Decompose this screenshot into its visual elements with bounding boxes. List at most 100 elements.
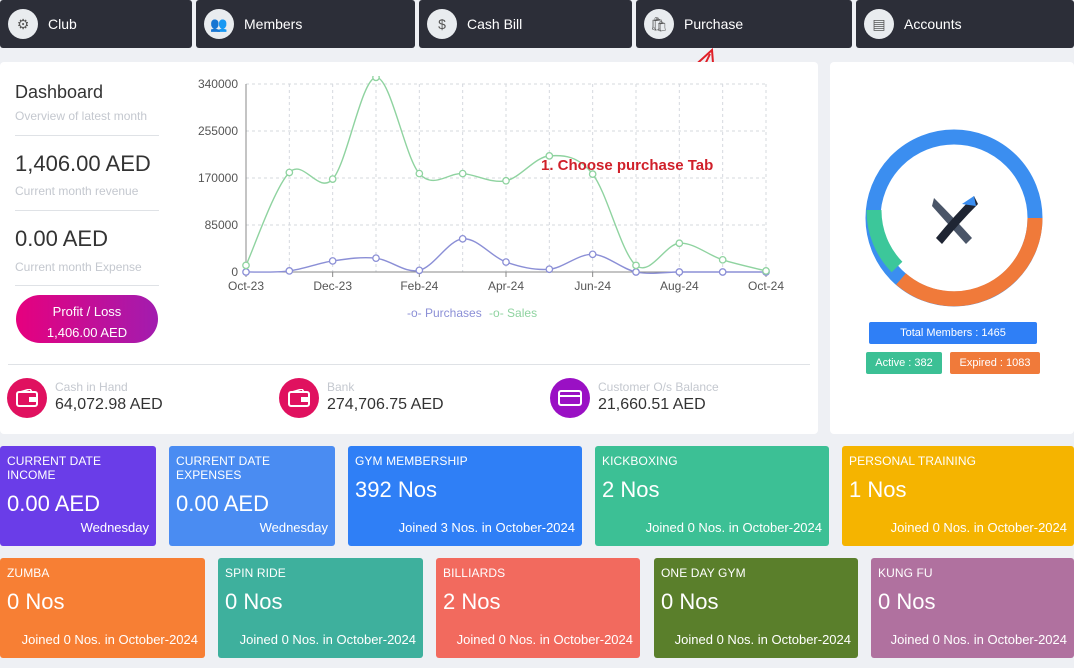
profit-loss-button[interactable]: Profit / Loss 1,406.00 AED (16, 295, 158, 343)
card-value: 1 Nos (849, 477, 907, 502)
annotation-text: 1. Choose purchase Tab (541, 157, 714, 174)
card-title: BILLIARDS (443, 566, 506, 580)
dashboard-panel (0, 62, 818, 434)
profit-loss-value: 1,406.00 AED (46, 325, 128, 340)
sales-purchases-chart: 0 85000 170000 255000 340000 Oct-23 Dec-23 Feb-… (198, 76, 784, 293)
data-point-purchases (372, 254, 380, 263)
card-value: 0 Nos (7, 589, 65, 614)
y-tick-label: 255000 (198, 124, 238, 138)
tab-accounts-label: Accounts (904, 16, 962, 32)
tab-accounts[interactable]: ▤ Accounts (856, 0, 1074, 48)
expired-members-badge[interactable]: Expired : 1083 (950, 352, 1040, 374)
card-zumba[interactable]: ZUMBA 0 Nos Joined 0 Nos. in October-202… (0, 558, 205, 658)
card-value: 0 Nos (878, 589, 936, 614)
divider (15, 285, 159, 286)
card-gym-membership[interactable]: GYM MEMBERSHIP 392 Nos Joined 3 Nos. in … (348, 446, 582, 546)
x-tick-label: Oct-24 (748, 279, 784, 293)
legend-sales-label: Sales (507, 306, 538, 320)
card-sub: Joined 0 Nos. in October-2024 (21, 632, 198, 647)
tab-cash-bill[interactable]: $ Cash Bill (419, 0, 632, 48)
tab-club-label: Club (48, 16, 77, 32)
data-point-purchases (718, 268, 727, 276)
top-nav: ⚙ Club 👥 Members $ Cash Bill 🛍 Purchase … (0, 0, 1074, 48)
series-line-sales (245, 76, 767, 272)
dashboard-subtitle: Overview of latest month (15, 109, 148, 123)
card-title: KICKBOXING (602, 454, 678, 468)
bank-balance: Bank 274,706.75 AED (279, 376, 444, 420)
active-members-badge[interactable]: Active : 382 (866, 352, 942, 374)
data-point-sales (545, 152, 554, 160)
card-title: PERSONAL TRAINING (849, 454, 977, 468)
customer-balance-label: Customer O/s Balance (598, 380, 719, 394)
dashboard-title: Dashboard (15, 82, 104, 102)
tab-members[interactable]: 👥 Members (196, 0, 415, 48)
data-point-purchases (285, 267, 294, 275)
data-point-sales (285, 168, 294, 177)
members-icon: 👥 (204, 9, 234, 39)
data-point-sales (458, 169, 467, 178)
card-title: KUNG FU (878, 566, 933, 580)
donut-expired-segment (896, 217, 1043, 307)
card-current-date-income[interactable]: CURRENT DATE INCOME 0.00 AED Wednesday (0, 446, 156, 546)
legend-purchases[interactable]: -o- Purchases (407, 306, 482, 320)
tab-purchase[interactable]: 🛍 Purchase (636, 0, 852, 48)
tab-club[interactable]: ⚙ Club (0, 0, 192, 48)
card-title: SPIN RIDE (225, 566, 286, 580)
legend-sales[interactable]: -o- Sales (489, 306, 538, 320)
cash-bill-icon: $ (427, 9, 457, 39)
card-sub: Joined 0 Nos. in October-2024 (674, 632, 851, 647)
panel-divider (8, 364, 810, 365)
revenue-value: 1,406.00 AED (15, 151, 151, 176)
wallet-icon (279, 378, 319, 418)
card-spin-ride[interactable]: SPIN RIDE 0 Nos Joined 0 Nos. in October… (218, 558, 423, 658)
card-title: ZUMBA (7, 566, 50, 580)
card-current-date-expenses[interactable]: CURRENT DATE EXPENSES 0.00 AED Wednesday (169, 446, 335, 546)
x-tick-label: Feb-24 (400, 279, 438, 293)
card-value: 2 Nos (602, 477, 660, 502)
card-title: CURRENT DATE EXPENSES (176, 454, 271, 482)
card-personal-training[interactable]: PERSONAL TRAINING 1 Nos Joined 0 Nos. in… (842, 446, 1074, 546)
revenue-label: Current month revenue (15, 184, 139, 198)
members-donut (865, 129, 1043, 307)
card-value: 0 Nos (225, 589, 283, 614)
profit-loss-label: Profit / Loss (52, 304, 122, 319)
data-point-sales (328, 175, 337, 183)
donut-active-segment (866, 209, 903, 273)
card-kung-fu[interactable]: KUNG FU 0 Nos Joined 0 Nos. in October-2… (871, 558, 1074, 658)
card-value: 0.00 AED (7, 491, 100, 516)
tab-purchase-label: Purchase (684, 16, 744, 32)
legend-purchases-label: Purchases (425, 306, 482, 320)
card-title: GYM MEMBERSHIP (355, 454, 468, 468)
accounts-icon: ▤ (864, 9, 894, 39)
card-icon (550, 378, 590, 418)
card-one-day-gym[interactable]: ONE DAY GYM 0 Nos Joined 0 Nos. in Octob… (654, 558, 858, 658)
tab-cash-bill-label: Cash Bill (467, 16, 523, 32)
y-tick-label: 340000 (198, 77, 238, 91)
data-point-purchases (632, 268, 640, 276)
data-point-purchases (328, 257, 337, 265)
card-billiards[interactable]: BILLIARDS 2 Nos Joined 0 Nos. in October… (436, 558, 640, 658)
card-sub: Wednesday (80, 520, 149, 535)
x-tick-label: Oct-23 (228, 279, 264, 293)
card-kickboxing[interactable]: KICKBOXING 2 Nos Joined 0 Nos. in Octobe… (595, 446, 829, 546)
data-point-sales (502, 176, 510, 185)
bank-value: 274,706.75 AED (327, 396, 444, 413)
card-sub: Joined 3 Nos. in October-2024 (398, 520, 575, 535)
data-point-purchases (242, 268, 250, 276)
data-point-purchases (458, 234, 467, 243)
bank-label: Bank (327, 380, 355, 394)
data-point-sales (675, 239, 684, 248)
x-tick-label: Aug-24 (660, 279, 699, 293)
card-value: 392 Nos (355, 477, 437, 502)
wallet-icon (7, 378, 47, 418)
card-sub: Joined 0 Nos. in October-2024 (890, 632, 1067, 647)
data-point-sales (588, 170, 597, 178)
cash-in-hand-label: Cash in Hand (55, 380, 128, 394)
data-point-sales (718, 255, 727, 264)
brand-logo-icon (932, 196, 978, 244)
divider (15, 135, 159, 136)
data-point-purchases (415, 266, 424, 275)
x-tick-label: Apr-24 (488, 279, 524, 293)
customer-balance: Customer O/s Balance 21,660.51 AED (550, 376, 719, 420)
card-sub: Joined 0 Nos. in October-2024 (239, 632, 416, 647)
